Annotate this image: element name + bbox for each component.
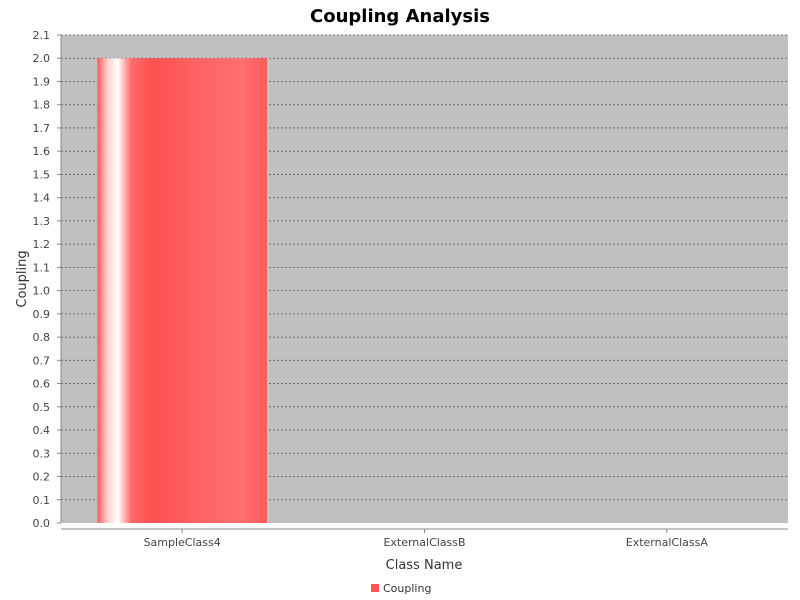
y-tick-label: 0.3 bbox=[33, 447, 51, 460]
y-tick-label: 1.8 bbox=[33, 99, 51, 112]
legend-swatch-coupling bbox=[371, 584, 379, 592]
chart-title: Coupling Analysis bbox=[310, 6, 490, 27]
legend-label-coupling: Coupling bbox=[383, 582, 431, 595]
y-tick-label: 1.6 bbox=[33, 145, 51, 158]
y-tick-label: 2.0 bbox=[33, 52, 51, 65]
y-tick-label: 0.1 bbox=[33, 494, 51, 507]
x-tick-label: ExternalClassB bbox=[383, 536, 465, 549]
y-tick-label: 1.1 bbox=[33, 261, 51, 274]
x-axis-title: Class Name bbox=[386, 558, 463, 573]
bar bbox=[97, 58, 267, 523]
y-tick-label: 1.3 bbox=[33, 215, 51, 228]
y-tick-label: 1.7 bbox=[33, 122, 51, 135]
y-tick-label: 1.2 bbox=[33, 238, 51, 251]
bars bbox=[97, 58, 267, 523]
legend: Coupling bbox=[371, 582, 431, 595]
y-tick-label: 0.6 bbox=[33, 378, 51, 391]
y-tick-label: 0.0 bbox=[33, 517, 51, 530]
y-tick-label: 0.2 bbox=[33, 471, 51, 484]
y-axis-title: Coupling bbox=[15, 250, 30, 307]
y-tick-label: 0.9 bbox=[33, 308, 51, 321]
x-axis-ticks: SampleClass4 ExternalClassB ExternalClassA bbox=[144, 529, 709, 549]
y-axis-ticks: 0.0 0.1 0.2 0.3 0.4 0.5 0.6 0.7 0.8 0.9 1.0 1.1 1.2 1… bbox=[33, 29, 61, 530]
x-tick-label: SampleClass4 bbox=[144, 536, 221, 549]
y-tick-label: 0.7 bbox=[33, 354, 51, 367]
x-tick-label: ExternalClassA bbox=[626, 536, 709, 549]
y-tick-label: 1.0 bbox=[33, 285, 51, 298]
y-tick-label: 0.5 bbox=[33, 401, 51, 414]
y-tick-label: 1.4 bbox=[33, 192, 51, 205]
y-tick-label: 1.9 bbox=[33, 75, 51, 88]
y-tick-label: 0.4 bbox=[33, 424, 51, 437]
y-tick-label: 1.5 bbox=[33, 168, 51, 181]
y-tick-label: 2.1 bbox=[33, 29, 51, 42]
y-tick-label: 0.8 bbox=[33, 331, 51, 344]
